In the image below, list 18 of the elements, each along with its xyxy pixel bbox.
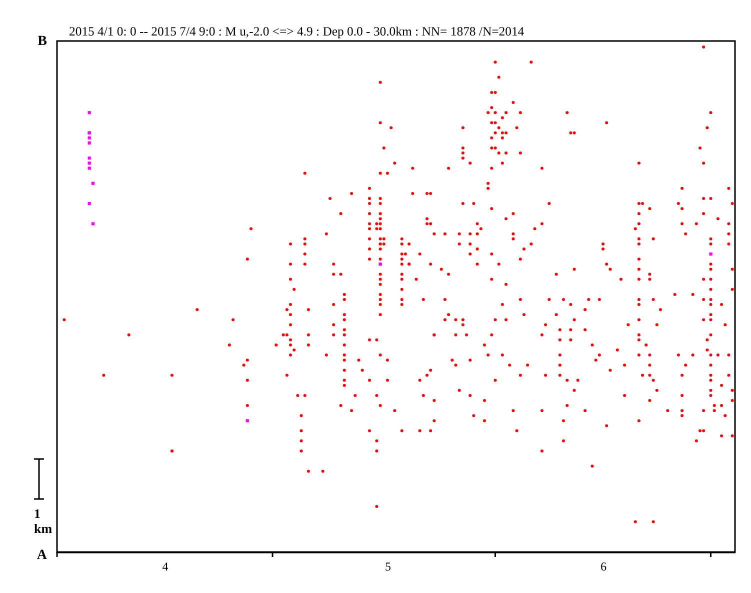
point xyxy=(91,182,94,185)
point xyxy=(88,141,91,145)
point xyxy=(88,156,91,160)
point xyxy=(88,166,91,170)
x-tick-label: 6 xyxy=(600,560,606,574)
point xyxy=(709,252,712,256)
point xyxy=(88,136,91,140)
text: A xyxy=(36,548,48,563)
point xyxy=(88,111,91,114)
text: 1 km xyxy=(34,506,52,536)
text: B xyxy=(38,34,47,49)
point xyxy=(91,222,94,226)
chart-title: 2015 4/1 0: 0 -- 2015 7/4 9:0 : M u,-2.0 <=> 4.9 : Dep 0.0 - 30.0km : NN= 1878 /N=2014 xyxy=(69,24,525,38)
x-tick-label: 5 xyxy=(384,560,391,574)
point xyxy=(88,202,91,206)
point xyxy=(246,419,249,422)
point xyxy=(88,162,91,165)
x-tick-label: 4 xyxy=(162,560,168,574)
